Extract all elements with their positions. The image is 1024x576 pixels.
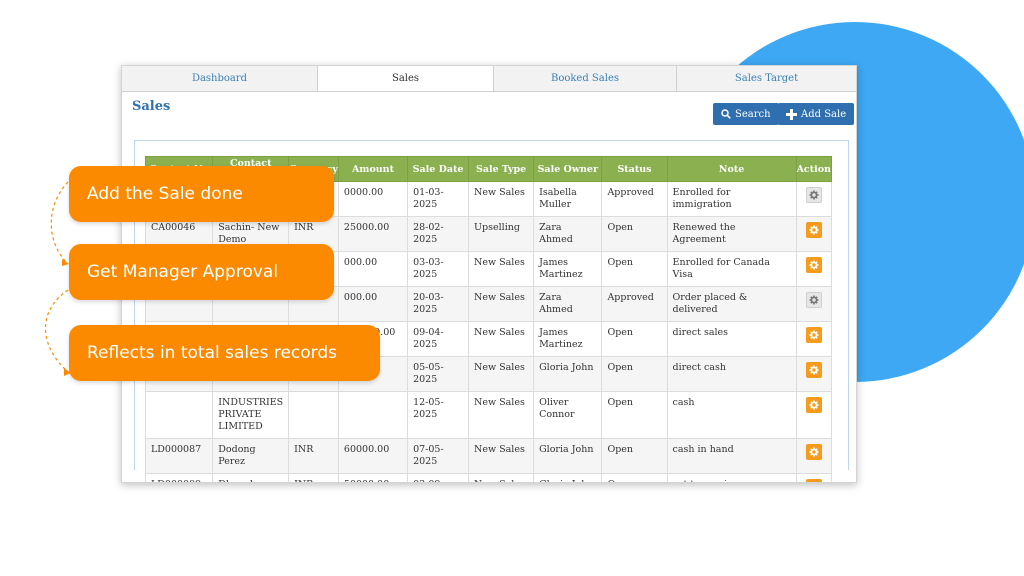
cell-owner: Zara Ahmed [533, 286, 603, 322]
cell-date: 07-05-2025 [407, 438, 470, 474]
gear-icon[interactable] [805, 292, 822, 308]
cell-type: Upselling [468, 216, 535, 252]
cell-contact-no: LD000099 [144, 473, 214, 482]
cell-type: New Sales [468, 356, 535, 392]
gear-icon[interactable] [805, 327, 822, 343]
cell-status: Approved [601, 181, 668, 217]
tab-sales-target[interactable]: Sales Target [734, 73, 799, 84]
cell-date: 09-04-2025 [407, 321, 470, 357]
column-header: Note [666, 156, 797, 182]
add-sale-button-label: Add Sale [801, 108, 847, 120]
cell-date: 05-05-2025 [407, 356, 470, 392]
cell-date: 20-03-2025 [407, 286, 470, 322]
cell-amount: 000.00 [337, 286, 409, 322]
cell-type: New Sales [468, 438, 535, 474]
gear-icon[interactable] [805, 257, 822, 273]
cell-action [795, 356, 833, 392]
tab-dashboard[interactable]: Dashboard [122, 66, 318, 91]
cell-note: Order placed & delivered [666, 286, 797, 322]
column-header: Amount [337, 156, 409, 182]
table-row[interactable]: INDUSTRIES PRIVATE LIMITED 12-05-2025 New … [144, 391, 833, 439]
callout-total-sales-text: Reflects in total sales records [87, 343, 338, 363]
cell-status: Open [601, 251, 668, 287]
cell-amount: 50000.00 [337, 473, 409, 482]
cell-owner: Gloria John [533, 473, 603, 482]
callout-total-sales: Reflects in total sales records [69, 325, 380, 381]
cell-owner: Isabella Muller [533, 181, 603, 217]
gear-icon[interactable] [805, 397, 822, 413]
cell-owner: James Martinez [533, 251, 603, 287]
cell-note: Renewed the Agreement [666, 216, 797, 252]
cell-currency [288, 391, 339, 439]
cell-type: New Sales [468, 321, 535, 357]
cell-action [795, 251, 833, 287]
cell-currency: INR [288, 438, 339, 474]
table-row[interactable]: 0000.00 01-03-2025 New Sales Isabella Mulle… [144, 181, 833, 217]
cell-amount: 60000.00 [337, 438, 409, 474]
cell-status: Approved [601, 286, 668, 322]
column-header: Action [795, 156, 833, 182]
cell-type: New Sales [468, 181, 535, 217]
cell-owner: Oliver Connor [533, 391, 603, 439]
cell-contact-no: LD000087 [144, 438, 214, 474]
gear-icon[interactable] [805, 479, 822, 482]
tab-booked-sales[interactable]: Booked Sales [494, 66, 677, 91]
gear-icon[interactable] [805, 222, 822, 238]
cell-note: direct cash [666, 356, 797, 392]
cell-action [795, 473, 833, 482]
cell-contact-name: Dodong Perez [212, 438, 290, 474]
gear-icon[interactable] [805, 444, 822, 460]
search-button[interactable]: Search [713, 103, 779, 125]
cell-contact-name: Dhnuah [212, 473, 290, 482]
cell-date: 12-05-2025 [407, 391, 470, 439]
cell-type: New Sales [468, 391, 535, 439]
cell-owner: Zara Ahmed [533, 216, 603, 252]
tab-bar: Dashboard Sales Booked Sales Sales Targe… [122, 66, 856, 92]
callout-add-sale: Add the Sale done [69, 166, 334, 222]
cell-amount: 25000.00 [337, 216, 409, 252]
cell-action [795, 391, 833, 439]
cell-owner: Gloria John [533, 356, 603, 392]
cell-owner: Gloria John [533, 438, 603, 474]
cell-status: Open [601, 321, 668, 357]
cell-amount: 0000.00 [337, 181, 409, 217]
cell-contact-name: INDUSTRIES PRIVATE LIMITED [212, 391, 290, 439]
cell-status: Open [601, 216, 668, 252]
cell-note: cash in hand [666, 438, 797, 474]
cell-status: Open [601, 473, 668, 482]
search-icon [721, 109, 731, 119]
tab-sales[interactable]: Sales [318, 66, 494, 91]
callout-manager-approval: Get Manager Approval [69, 244, 334, 300]
cell-action [795, 438, 833, 474]
cell-note: cash [666, 391, 797, 439]
cell-note: Enrolled for Canada Visa [666, 251, 797, 287]
plus-icon [786, 108, 797, 120]
table-row[interactable]: LD000087 Dodong Perez INR 60000.00 07-05-202… [144, 438, 833, 474]
callout-add-sale-text: Add the Sale done [87, 184, 243, 204]
cell-action [795, 216, 833, 252]
cell-note: direct sales [666, 321, 797, 357]
cell-action [795, 181, 833, 217]
cell-action [795, 286, 833, 322]
cell-status: Open [601, 356, 668, 392]
cell-contact-no [144, 391, 214, 439]
callout-manager-approval-text: Get Manager Approval [87, 262, 279, 282]
gear-icon[interactable] [805, 362, 822, 378]
cell-type: New Sales [468, 286, 535, 322]
page-title: Sales [132, 99, 171, 114]
add-sale-button[interactable]: Add Sale [778, 103, 855, 125]
search-button-label: Search [735, 108, 771, 120]
cell-amount: 000.00 [337, 251, 409, 287]
cell-status: Open [601, 438, 668, 474]
column-header: Sale Owner [533, 156, 603, 182]
gear-icon[interactable] [805, 187, 822, 203]
